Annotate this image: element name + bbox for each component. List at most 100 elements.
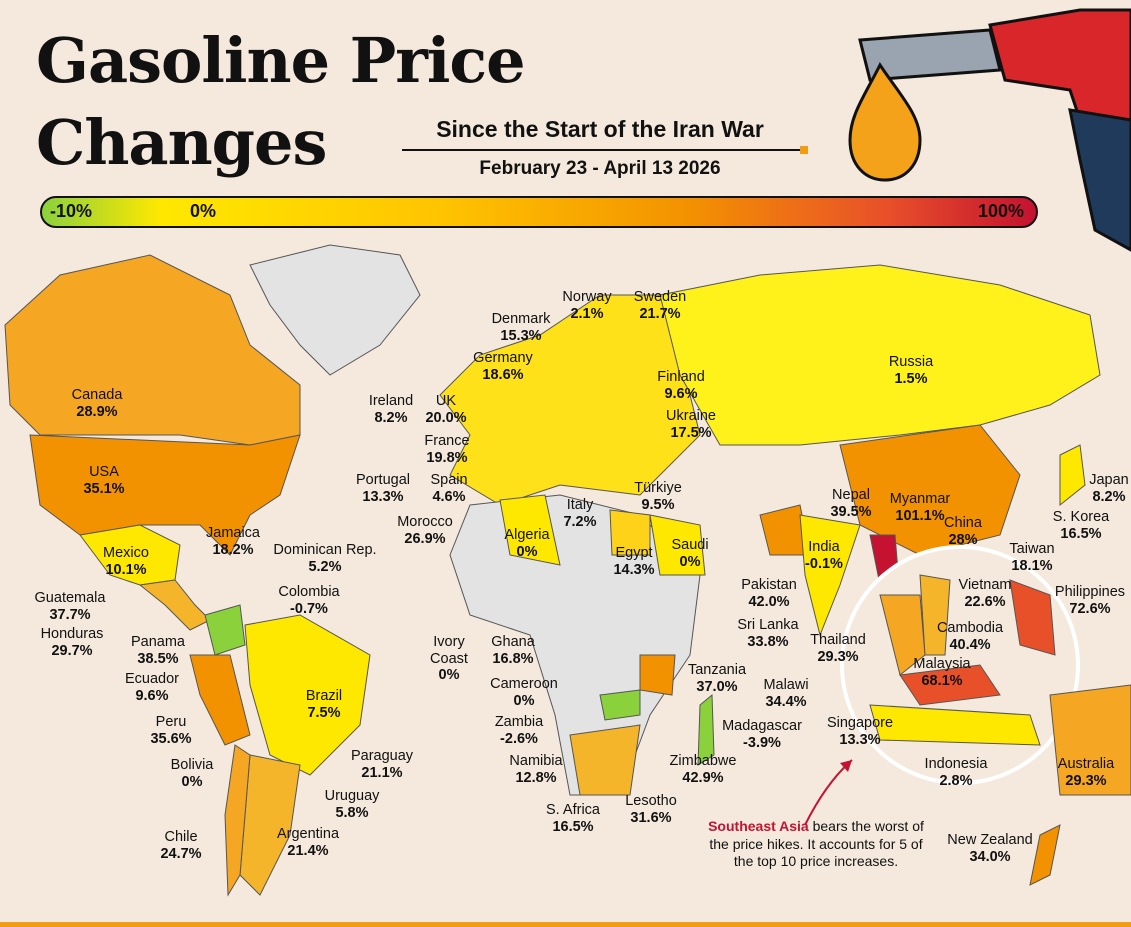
label-turkiye: Türkiye 9.5% — [634, 480, 682, 513]
label-paraguay: Paraguay 21.1% — [350, 748, 414, 781]
label-norway: Norway 2.1% — [562, 289, 612, 322]
label-japan: Japan 8.2% — [1089, 472, 1129, 505]
label-india: India -0.1% — [805, 539, 843, 572]
label-sri-lanka: Sri Lanka 33.8% — [737, 617, 799, 650]
label-honduras: Honduras 29.7% — [40, 626, 104, 659]
label-ukraine: Ukraine 17.5% — [666, 408, 716, 441]
vietnam-shape — [919, 574, 951, 656]
label-france: France 19.8% — [424, 433, 470, 466]
label-australia: Australia 29.3% — [1057, 756, 1115, 789]
russia-shape — [659, 264, 1101, 446]
zambia-shape — [599, 689, 641, 721]
label-argentina: Argentina 21.4% — [276, 826, 340, 859]
label-malawi: Malawi 34.4% — [763, 677, 809, 710]
label-indonesia: Indonesia 2.8% — [924, 756, 988, 789]
label-russia: Russia 1.5% — [888, 354, 934, 387]
south-africa-shape — [569, 724, 641, 796]
label-usa: USA 35.1% — [83, 464, 125, 497]
subtitle: Since the Start of the Iran War — [436, 116, 764, 142]
color-scale-bar: -10% 0% 100% — [40, 196, 1038, 228]
malaysia-shape — [899, 664, 1001, 706]
label-denmark: Denmark 15.3% — [491, 311, 551, 344]
canada-shape — [4, 254, 301, 446]
label-sweden: Sweden 21.7% — [633, 289, 687, 322]
fuel-nozzle-icon — [848, 8, 1131, 252]
label-brazil: Brazil 7.5% — [305, 688, 343, 721]
chile-shape — [224, 744, 251, 897]
label-singapore: Singapore 13.3% — [826, 715, 894, 748]
note-text: bears the worst of the price hikes. It a… — [709, 818, 924, 869]
scale-zero-label: 0% — [190, 201, 217, 221]
label-ghana: Ghana 16.8% — [491, 634, 535, 667]
madagascar-shape — [697, 693, 715, 766]
china-shape — [839, 424, 1021, 556]
usa-shape — [29, 434, 301, 556]
label-ivory-coast: Ivory Coast 0% — [430, 634, 468, 684]
label-ecuador: Ecuador 9.6% — [124, 671, 180, 704]
label-philippines: Philippines 72.6% — [1054, 584, 1126, 617]
label-uk: UK 20.0% — [425, 393, 467, 426]
argentina-shape — [239, 754, 301, 896]
label-dominican: Dominican Rep. 5.2% — [273, 542, 377, 575]
india-shape — [799, 514, 861, 637]
europe-shape — [439, 294, 701, 506]
label-thailand: Thailand 29.3% — [810, 632, 866, 665]
peru-shape — [189, 654, 251, 746]
label-madagascar: Madagascar -3.9% — [722, 718, 802, 751]
label-taiwan: Taiwan 18.1% — [1009, 541, 1055, 574]
central-america-shape — [138, 579, 211, 631]
label-s-korea: S. Korea 16.5% — [1052, 509, 1110, 542]
egypt-shape — [609, 509, 651, 556]
label-namibia: Namibia 12.8% — [509, 753, 563, 786]
label-egypt: Egypt 14.3% — [613, 545, 655, 578]
title-line-1: Gasoline Price — [36, 24, 526, 97]
label-italy: Italy 7.2% — [563, 497, 597, 530]
scale-max-label: 100% — [977, 201, 1024, 221]
world-map — [4, 244, 1131, 897]
southeast-asia-note: Southeast Asia bears the worst of the pr… — [706, 818, 926, 871]
label-finland: Finland 9.6% — [657, 369, 705, 402]
indonesia-shape — [869, 704, 1041, 746]
label-nepal: Nepal 39.5% — [830, 487, 872, 520]
bottom-accent-rule — [0, 922, 1131, 927]
colombia-shape — [204, 604, 246, 656]
scale-min-label: -10% — [50, 201, 93, 221]
new-zealand-shape — [1029, 824, 1061, 886]
subtitle-accent-dot — [800, 146, 808, 154]
label-canada: Canada 28.9% — [71, 387, 123, 420]
subtitle-divider — [402, 149, 802, 151]
label-tanzania: Tanzania 37.0% — [687, 662, 747, 695]
label-cameroon: Cameroon 0% — [490, 676, 558, 709]
label-lesotho: Lesotho 31.6% — [625, 793, 677, 826]
philippines-shape — [1009, 579, 1056, 656]
label-chile: Chile 24.7% — [160, 829, 202, 862]
japan-shape — [1059, 444, 1086, 507]
label-colombia: Colombia -0.7% — [278, 584, 340, 617]
label-germany: Germany 18.6% — [473, 350, 533, 383]
tanzania-shape — [639, 654, 676, 696]
label-saudi: Saudi 0% — [671, 537, 709, 570]
label-morocco: Morocco 26.9% — [397, 514, 453, 547]
label-ireland: Ireland 8.2% — [368, 393, 414, 426]
label-guatemala: Guatemala 37.7% — [34, 590, 106, 623]
australia-shape — [1049, 684, 1131, 796]
label-portugal: Portugal 13.3% — [355, 472, 411, 505]
label-spain: Spain 4.6% — [430, 472, 468, 505]
label-china: China 28% — [944, 515, 982, 548]
title-line-2: Changes — [36, 106, 327, 179]
label-myanmar: Myanmar 101.1% — [889, 491, 951, 524]
label-malaysia: Malaysia 68.1% — [913, 656, 971, 689]
label-algeria: Algeria 0% — [504, 527, 550, 560]
greenland-shape — [249, 244, 421, 376]
label-panama: Panama 38.5% — [130, 634, 186, 667]
date-range: February 23 - April 13 2026 — [479, 158, 721, 179]
label-south-africa: S. Africa 16.5% — [546, 802, 600, 835]
southeast-asia-arrow — [804, 759, 853, 826]
label-mexico: Mexico 10.1% — [103, 545, 149, 578]
southeast-asia-arrowhead — [840, 760, 852, 772]
brazil-shape — [244, 614, 371, 776]
label-cambodia: Cambodia 40.4% — [936, 620, 1004, 653]
note-highlight: Southeast Asia — [708, 818, 809, 834]
label-jamaica: Jamaica 18.2% — [206, 525, 260, 558]
label-pakistan: Pakistan 42.0% — [741, 577, 797, 610]
